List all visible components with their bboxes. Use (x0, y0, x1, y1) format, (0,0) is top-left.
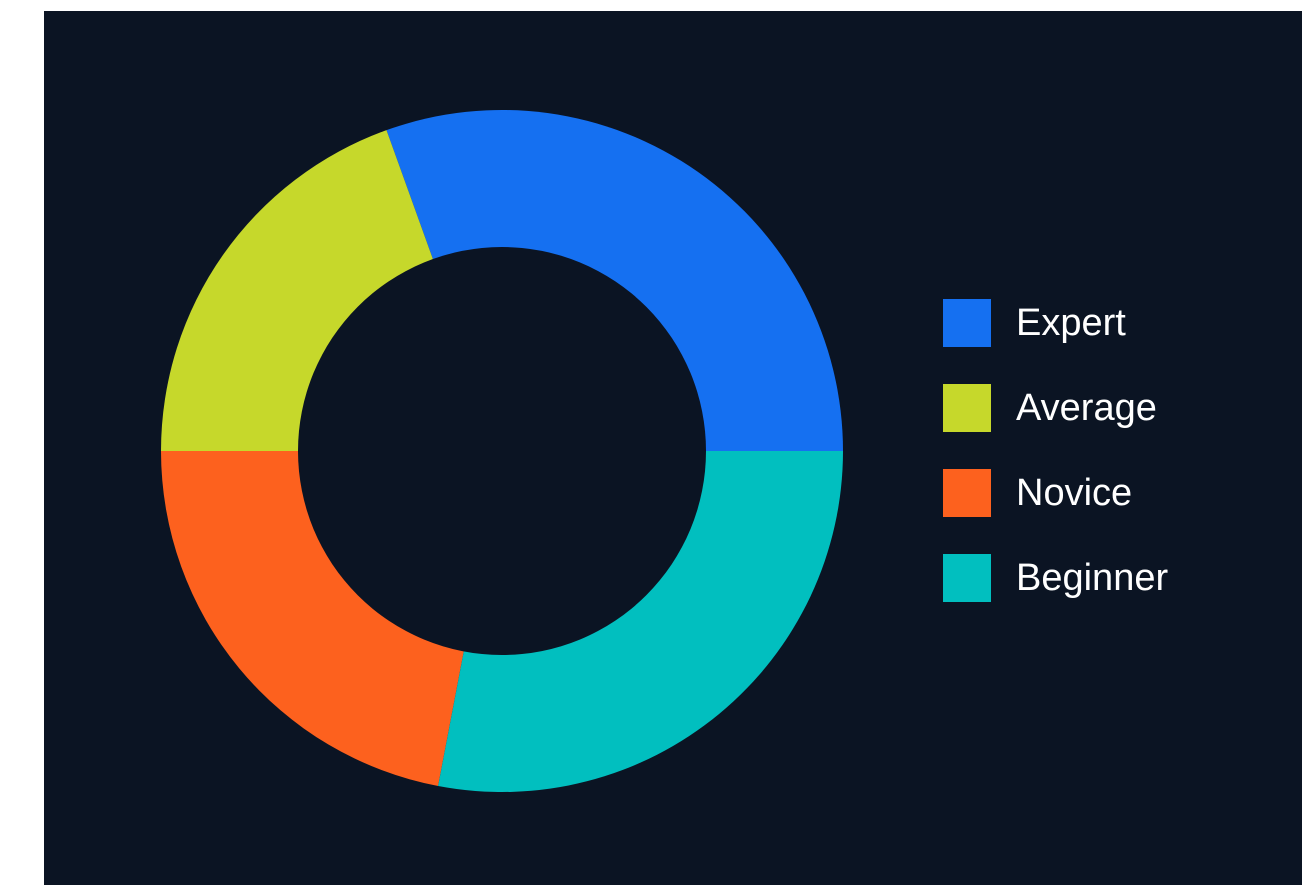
legend-label-beginner: Beginner (1016, 556, 1169, 599)
chart-legend: Expert Average Novice Beginner (943, 297, 1168, 637)
legend-label-average: Average (1016, 386, 1157, 429)
legend-item-novice: Novice (943, 467, 1168, 518)
donut-hole (298, 247, 706, 655)
legend-item-beginner: Beginner (943, 552, 1168, 603)
legend-swatch-novice (943, 468, 991, 517)
legend-item-expert: Expert (943, 297, 1168, 348)
legend-item-average: Average (943, 382, 1168, 433)
legend-swatch-expert (943, 298, 991, 347)
legend-label-novice: Novice (1016, 471, 1133, 514)
legend-swatch-beginner (943, 553, 991, 602)
legend-label-expert: Expert (1016, 301, 1126, 344)
legend-swatch-average (943, 383, 991, 432)
